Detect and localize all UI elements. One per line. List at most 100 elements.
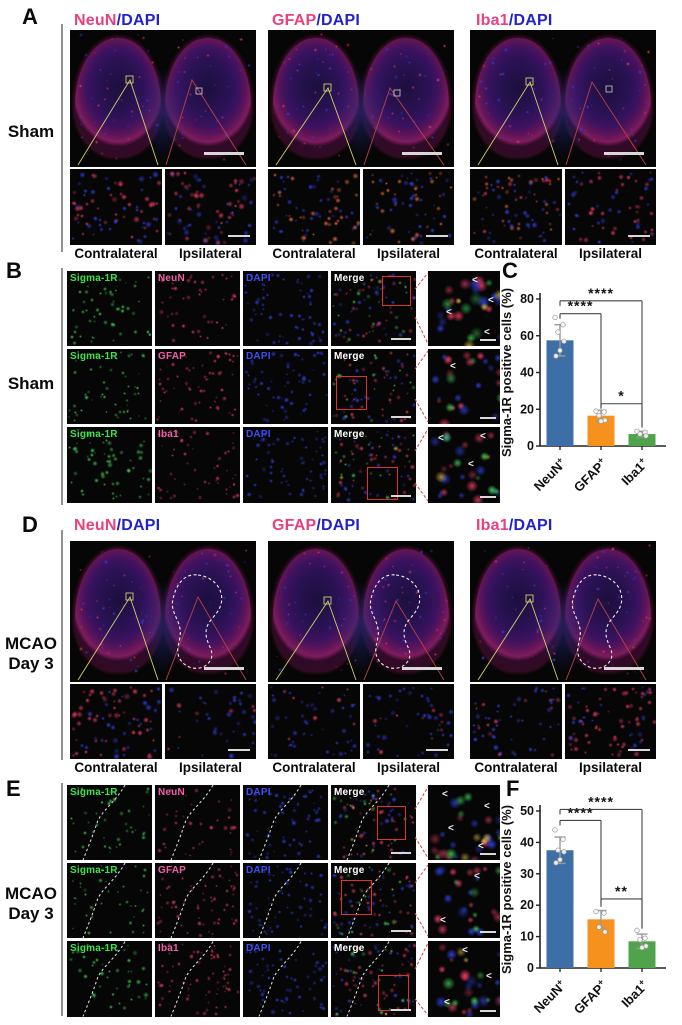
fluorescence-dot <box>185 295 191 301</box>
fluorescence-dot <box>405 177 410 181</box>
panel-c-letter: C <box>502 258 518 283</box>
fluorescence-dot <box>271 409 275 413</box>
fluorescence-dot <box>318 338 323 343</box>
fluorescence-dot <box>532 176 540 183</box>
fluorescence-dot <box>317 321 323 327</box>
fluorescence-dot <box>647 686 652 691</box>
ipsilateral-image <box>363 684 454 759</box>
fluorescence-dot <box>347 713 353 719</box>
fluorescence-dot <box>492 735 496 739</box>
fluorescence-dot <box>469 818 480 828</box>
fluorescence-dot <box>347 337 351 341</box>
fluorescence-dot <box>247 373 251 378</box>
fluorescence-dot <box>226 214 233 220</box>
fluorescence-dot <box>408 195 415 202</box>
fluorescence-dot <box>375 205 381 211</box>
fluorescence-dot <box>407 690 414 696</box>
midline-glow <box>536 580 590 674</box>
fluorescence-dot <box>447 297 456 305</box>
fluorescence-dot <box>259 381 265 387</box>
infarct-border-dashed-line <box>82 941 126 1017</box>
caption-ipsilateral: Ipsilateral <box>578 760 643 775</box>
fluorescence-dot <box>406 474 410 479</box>
fluorescence-dot <box>131 466 135 470</box>
fluorescence-dot <box>294 218 299 223</box>
fluorescence-dot <box>385 181 389 185</box>
fluorescence-dot <box>541 178 547 184</box>
fluorescence-dot <box>129 417 133 421</box>
fluorescence-dot <box>408 181 413 186</box>
fluorescence-dot <box>462 350 472 361</box>
fluorescence-dot <box>402 435 407 441</box>
fluorescence-dot <box>409 307 413 311</box>
fluorescence-dot <box>528 747 534 752</box>
fluorescence-dot <box>542 238 548 244</box>
fluorescence-dot <box>392 446 396 450</box>
fluorescence-dot <box>371 277 375 281</box>
fluorescence-dot <box>214 479 218 483</box>
fluorescence-dot <box>607 207 614 214</box>
fluorescence-dot <box>551 199 558 206</box>
fluorescence-dot <box>531 221 538 228</box>
fluorescence-dot <box>148 332 152 337</box>
fluorescence-dot <box>89 198 96 204</box>
fluorescence-dot <box>289 175 295 182</box>
scale-bar <box>228 749 250 751</box>
fluorescence-dot <box>498 750 504 756</box>
fluorescence-dot <box>642 229 648 235</box>
fluorescence-dot <box>141 220 146 226</box>
fluorescence-dot <box>208 350 213 356</box>
fluorescence-dot <box>130 352 133 356</box>
data-point <box>561 338 567 344</box>
fluorescence-dot <box>568 741 574 747</box>
fluorescence-dot <box>487 484 498 496</box>
zoom-region-box <box>366 466 398 501</box>
fluorescence-dot <box>68 409 71 412</box>
fluorescence-dot <box>106 458 112 464</box>
fluorescence-dot <box>646 202 650 207</box>
fluorescence-dot <box>351 743 357 749</box>
fluorescence-dot <box>332 321 337 327</box>
fluorescence-dot <box>493 293 500 307</box>
micro-iba1-image: Iba1 <box>155 941 240 1017</box>
fluorescence-dot <box>393 445 399 451</box>
micro-dapi-image: DAPI <box>243 349 328 424</box>
fluorescence-dot <box>141 692 148 699</box>
fluorescence-dot <box>177 710 181 714</box>
fluorescence-dot <box>389 351 393 355</box>
fluorescence-dot <box>523 196 528 201</box>
stain-label: GFAP <box>272 517 317 534</box>
fluorescence-dot <box>175 171 182 178</box>
fluorescence-dot <box>74 205 82 212</box>
y-tick-label: 40 <box>520 835 534 849</box>
fluorescence-dot <box>443 893 452 902</box>
fluorescence-dot <box>214 239 221 245</box>
iba1-label: Iba1 <box>158 429 179 440</box>
fluorescence-dot <box>92 735 99 741</box>
fluorescence-dot <box>120 745 127 752</box>
fluorescence-dot <box>374 695 379 699</box>
fluorescence-dot <box>533 688 538 694</box>
fluorescence-dot <box>143 195 150 202</box>
fluorescence-dot <box>92 232 96 236</box>
fluorescence-dot <box>455 813 464 822</box>
fluorescence-dot <box>462 986 474 998</box>
fluorescence-dot <box>569 192 576 199</box>
fluorescence-dot <box>589 211 592 215</box>
fluorescence-dot <box>575 213 581 219</box>
fluorescence-dot <box>343 329 348 335</box>
fluorescence-dot <box>388 392 393 397</box>
fluorescence-dot <box>374 275 379 280</box>
fluorescence-dot <box>590 206 596 212</box>
fluorescence-dot <box>331 213 336 218</box>
fluorescence-dot <box>101 380 106 385</box>
y-tick-label: 60 <box>520 329 534 343</box>
fluorescence-dot <box>538 721 543 727</box>
fluorescence-dot <box>590 718 595 723</box>
fluorescence-dot <box>629 731 634 737</box>
fluorescence-dot <box>415 212 419 217</box>
data-point <box>561 849 567 855</box>
fluorescence-dot <box>251 741 256 746</box>
fluorescence-dot <box>84 202 89 207</box>
fluorescence-dot <box>428 732 433 737</box>
